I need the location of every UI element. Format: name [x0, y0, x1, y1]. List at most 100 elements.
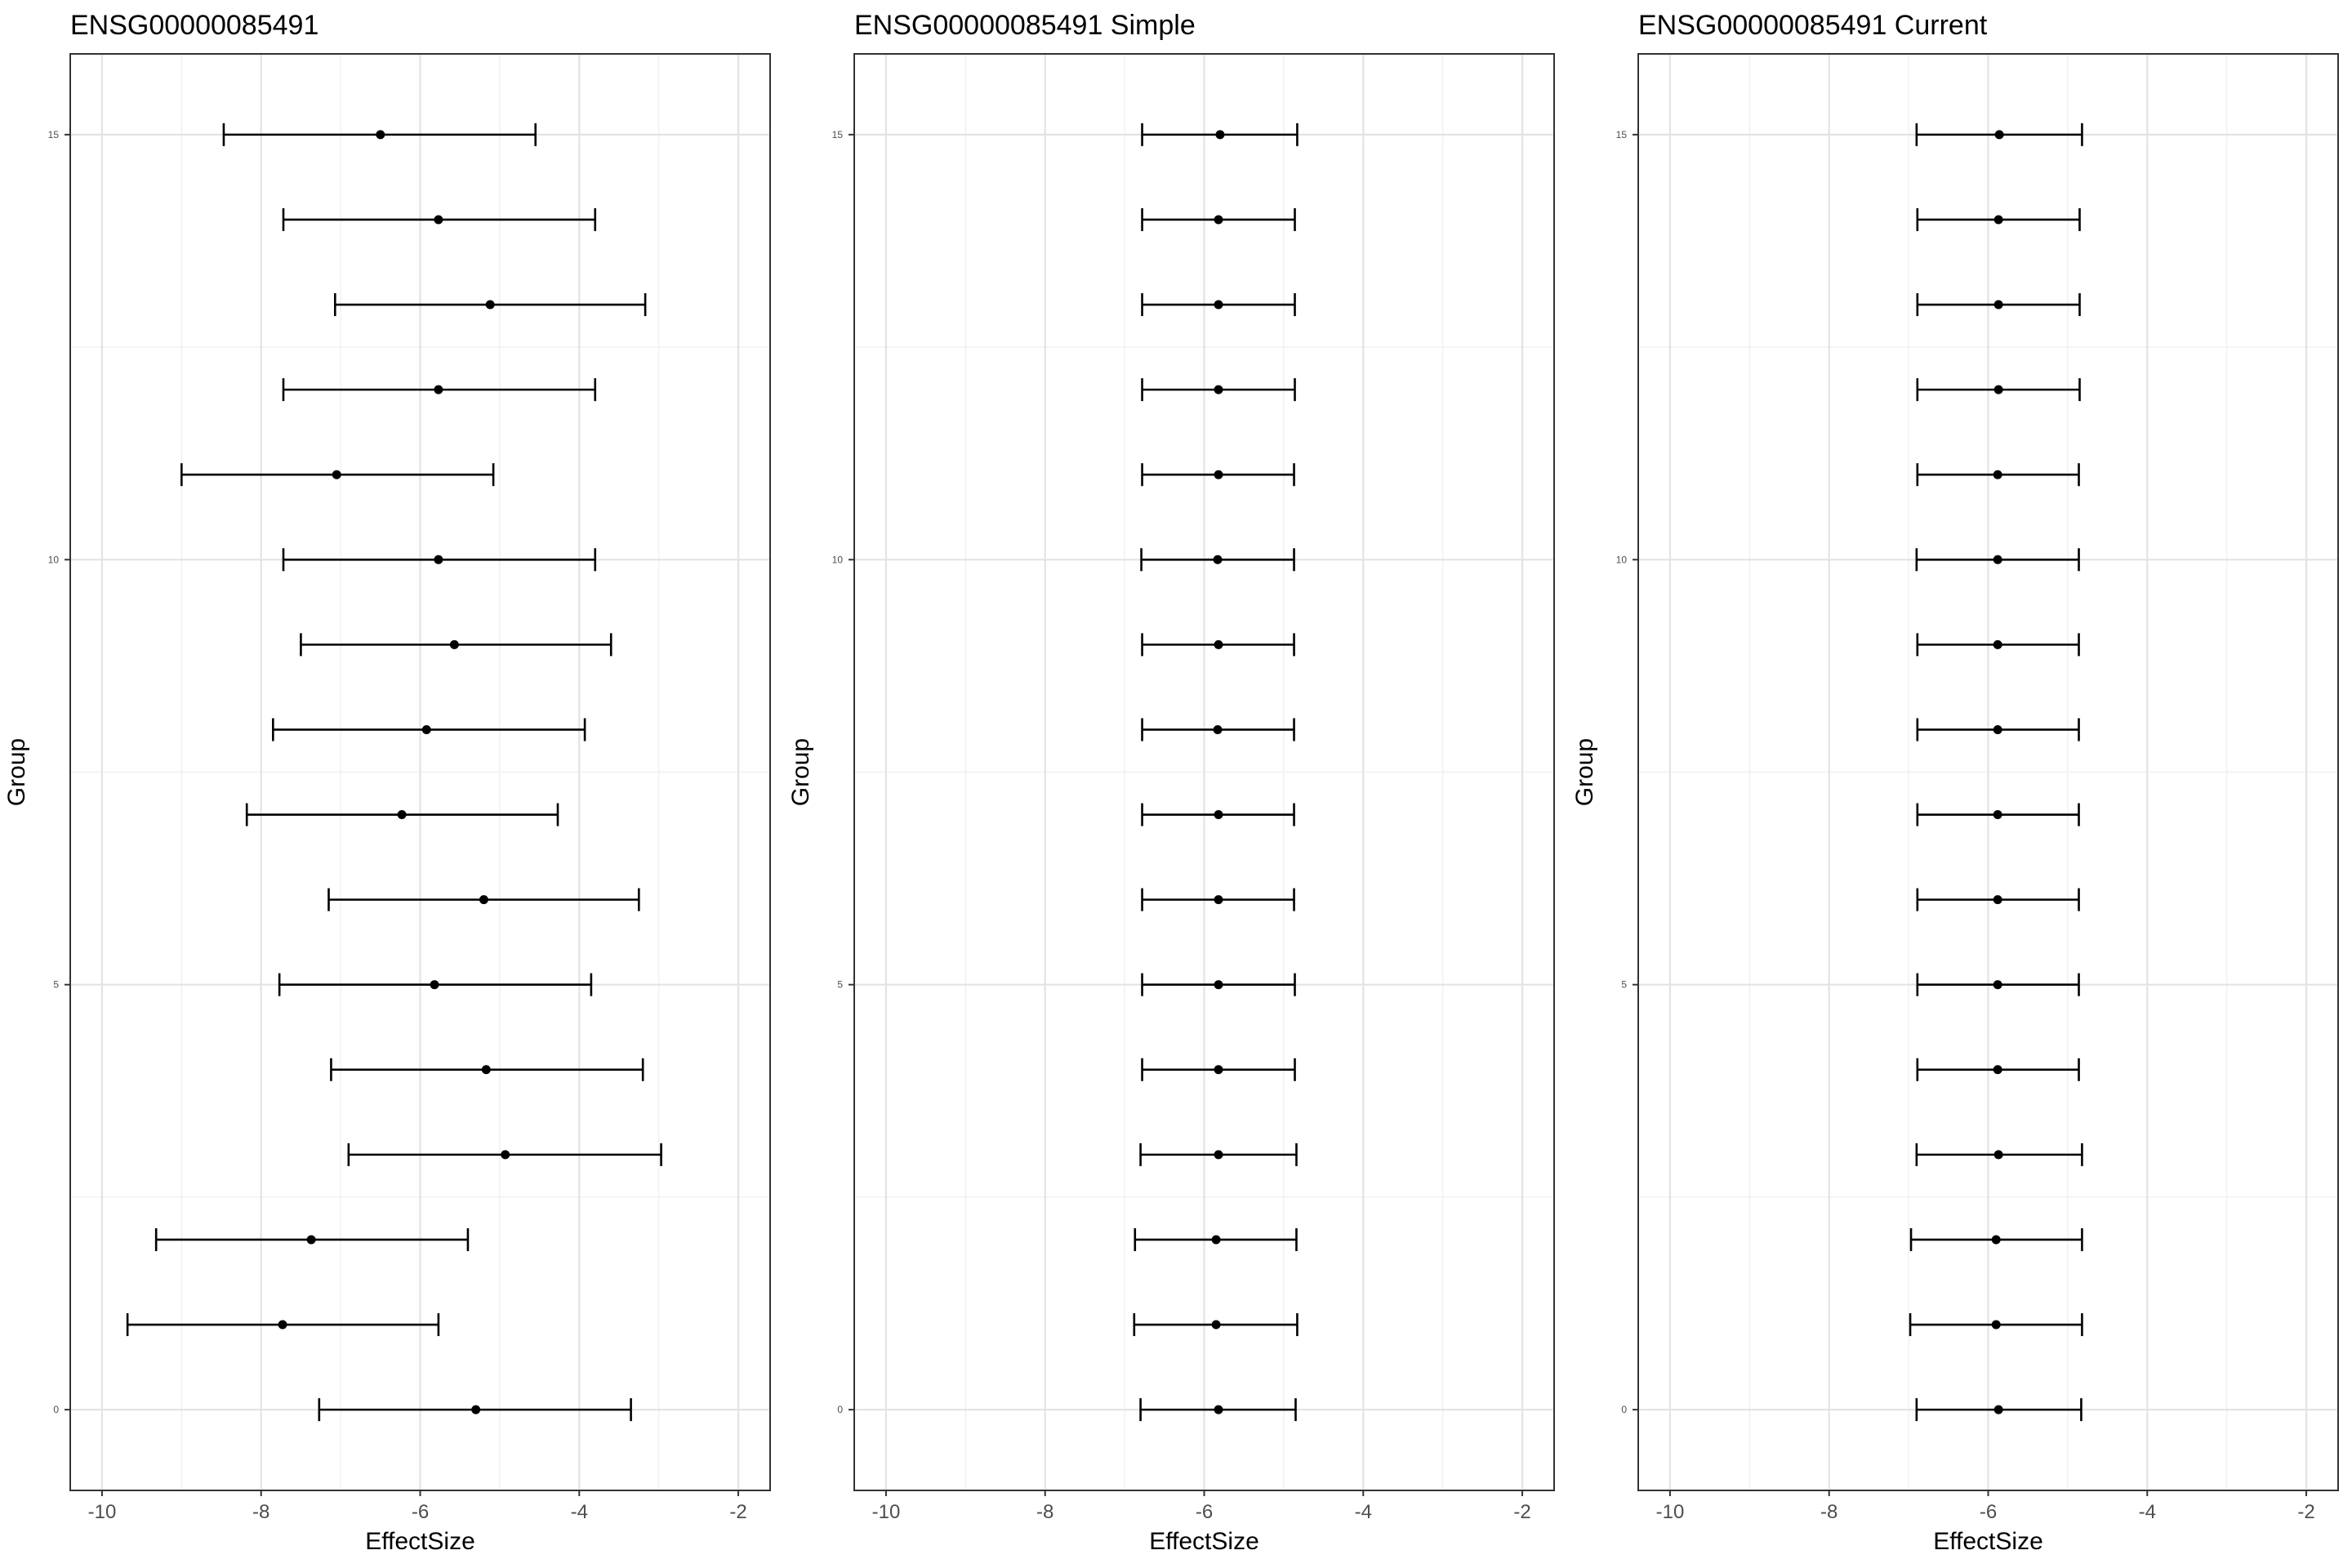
data-point	[421, 724, 431, 734]
y-tick-label: 0	[53, 1404, 59, 1415]
error-bar-group-1	[1909, 1313, 2083, 1337]
chart-title: ENSG00000085491 Current	[1638, 10, 1988, 41]
error-bar-group-7	[1916, 803, 2080, 826]
data-point	[1214, 300, 1223, 310]
error-bar-group-10	[282, 548, 597, 572]
error-bar-group-7	[245, 803, 559, 826]
data-point	[481, 1065, 491, 1075]
error-bar-group-14	[282, 207, 597, 231]
data-point	[376, 130, 385, 140]
error-bar-group-14	[1141, 207, 1296, 231]
y-axis-label: Group	[1571, 738, 1598, 806]
data-point	[332, 470, 341, 479]
error-bar-group-1	[126, 1313, 440, 1337]
y-tick-label: 10	[48, 554, 60, 565]
y-tick-label: 15	[48, 129, 60, 140]
error-bar-group-12	[282, 378, 597, 402]
x-tick-label: -10	[872, 1501, 901, 1523]
data-point	[1993, 300, 2003, 310]
x-tick-label: -2	[729, 1501, 746, 1523]
data-point	[1994, 130, 2004, 140]
error-bar-group-6	[1916, 888, 2080, 911]
error-bar-group-5	[1141, 973, 1296, 996]
error-bar-group-12	[1141, 378, 1296, 402]
error-bar-group-3	[1915, 1143, 2083, 1166]
x-tick-label: -4	[2139, 1501, 2156, 1523]
error-bar-group-1	[1133, 1313, 1298, 1337]
data-point	[1993, 639, 2002, 649]
chart-panel-3: -10 -8 -6 -4 -2 0 5 10 15 ENSG00000085491 Current…	[1571, 10, 2339, 1555]
x-tick-label: -6	[412, 1501, 429, 1523]
data-point	[501, 1150, 510, 1160]
data-point	[306, 1235, 316, 1245]
y-tick-label: 5	[837, 979, 843, 991]
error-bar-group-4	[330, 1058, 644, 1081]
data-point	[1993, 385, 2003, 394]
error-bar-group-9	[300, 633, 612, 657]
error-bar-group-0	[1915, 1398, 2082, 1422]
y-tick-label: 15	[832, 129, 844, 140]
data-point	[278, 1320, 287, 1330]
error-bar-group-15	[1141, 122, 1298, 146]
error-bar-group-6	[1141, 888, 1295, 911]
data-point	[1214, 470, 1223, 479]
error-bar-group-4	[1916, 1058, 2080, 1081]
data-point	[1993, 1405, 2003, 1414]
y-tick-label: 10	[1616, 554, 1628, 565]
error-bar-group-15	[222, 122, 537, 146]
data-point	[434, 385, 443, 394]
data-point	[1993, 810, 2002, 820]
data-point	[1993, 895, 2002, 905]
error-bar-group-3	[1139, 1143, 1298, 1166]
x-tick-label: -10	[1656, 1501, 1685, 1523]
error-bar-group-8	[1141, 718, 1295, 742]
y-tick-label: 5	[53, 979, 59, 991]
x-tick-label: -2	[2297, 1501, 2314, 1523]
error-bar-group-8	[272, 718, 586, 742]
error-bar-group-0	[318, 1398, 632, 1422]
chart-panel-2: -10 -8 -6 -4 -2 0 5 10 15 ENSG00000085491 Simple E…	[787, 10, 1555, 1555]
error-bar-group-13	[333, 293, 647, 317]
y-tick-label: 5	[1621, 979, 1627, 991]
y-axis-label: Group	[3, 738, 30, 806]
error-bar-group-13	[1916, 293, 2081, 317]
data-point	[1213, 724, 1223, 734]
x-tick-label: -6	[1196, 1501, 1213, 1523]
data-point	[1214, 895, 1223, 905]
x-axis-label: EffectSize	[365, 1528, 475, 1555]
data-point	[1993, 470, 2002, 479]
x-tick-label: -6	[1980, 1501, 1997, 1523]
data-point	[1211, 1320, 1221, 1330]
error-bar-group-9	[1916, 633, 2080, 657]
error-bar-group-12	[1916, 378, 2081, 402]
data-point	[434, 555, 443, 564]
data-point	[1215, 130, 1225, 140]
data-point	[1214, 1150, 1223, 1160]
y-tick-label: 10	[832, 554, 844, 565]
error-bar-group-14	[1916, 207, 2081, 231]
data-point	[1214, 1065, 1223, 1075]
data-point	[397, 810, 407, 820]
data-point	[1214, 639, 1223, 649]
data-point	[1213, 555, 1223, 564]
error-bar-group-3	[347, 1143, 662, 1166]
error-bar-group-2	[154, 1227, 470, 1251]
error-bar-group-11	[1916, 463, 2080, 487]
x-tick-label: -8	[252, 1501, 270, 1523]
data-point	[1991, 1320, 2001, 1330]
x-axis-label: EffectSize	[1149, 1528, 1259, 1555]
chart-title: ENSG00000085491 Simple	[854, 10, 1196, 41]
data-point	[1214, 980, 1223, 990]
x-tick-label: -8	[1036, 1501, 1054, 1523]
data-point	[449, 639, 459, 649]
error-bar-group-10	[1140, 548, 1295, 572]
data-point	[471, 1405, 481, 1414]
data-point	[1214, 810, 1223, 820]
x-tick-label: -8	[1820, 1501, 1838, 1523]
chart-panel-1: -10 -8 -6 -4 -2 0 5 10 15 ENSG00000085491 EffectSi…	[3, 10, 771, 1555]
y-tick-label: 0	[1621, 1404, 1627, 1415]
error-bar-group-7	[1141, 803, 1295, 826]
data-point	[434, 215, 443, 225]
y-tick-label: 15	[1616, 129, 1628, 140]
data-point	[479, 895, 488, 905]
